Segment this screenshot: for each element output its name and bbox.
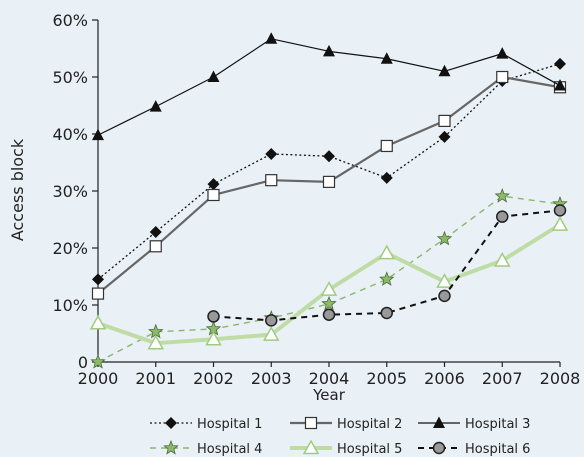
legend-label-hospital-2: Hospital 2 — [337, 417, 402, 432]
data-point-hospital-5 — [493, 252, 511, 267]
data-point-hospital-2 — [265, 174, 278, 187]
series-line-hospital-4 — [97, 195, 561, 363]
data-point-hospital-1 — [438, 130, 451, 143]
data-point-hospital-2 — [380, 139, 393, 153]
data-point-hospital-3 — [496, 47, 509, 59]
legend-marker-hospital-6 — [432, 441, 446, 455]
y-tick-label: 20% — [52, 239, 88, 258]
data-point-hospital-2 — [438, 114, 451, 127]
x-tick-label: 2003 — [251, 369, 292, 388]
data-point-hospital-6 — [265, 314, 278, 327]
data-point-hospital-2 — [149, 240, 162, 253]
data-point-hospital-6 — [553, 204, 567, 217]
data-point-hospital-2 — [322, 175, 336, 188]
series-hospital-3 — [92, 32, 566, 141]
data-point-hospital-4 — [379, 271, 395, 286]
data-point-hospital-2 — [91, 287, 105, 300]
axes: 0 10% 20% 30% 40% 50% 60% 2000 2001 2002 2003 2004 2… — [52, 11, 580, 388]
data-point-hospital-5 — [147, 334, 165, 350]
y-tick-label: 0 — [78, 353, 88, 372]
data-point-hospital-3 — [265, 32, 278, 44]
y-tick-label: 40% — [52, 125, 88, 144]
x-axis-label: Year — [312, 386, 346, 404]
data-point-hospital-5 — [262, 326, 280, 341]
data-point-hospital-3 — [438, 64, 451, 77]
series-hospital-5 — [89, 216, 569, 350]
data-point-hospital-6 — [438, 289, 451, 303]
data-point-hospital-5 — [436, 273, 453, 288]
series-hospital-1 — [92, 57, 566, 286]
legend-marker-hospital-3 — [433, 416, 445, 428]
data-point-hospital-3 — [323, 44, 335, 57]
data-point-hospital-2 — [207, 188, 220, 202]
series-layer — [89, 32, 569, 369]
legend-label-hospital-5: Hospital 5 — [337, 442, 402, 457]
y-tick-label: 30% — [52, 182, 88, 201]
x-tick-label: 2006 — [424, 369, 465, 388]
data-point-hospital-4 — [436, 230, 453, 246]
data-point-hospital-5 — [378, 244, 396, 260]
data-point-hospital-4 — [321, 295, 337, 311]
x-tick-label: 2001 — [135, 369, 176, 388]
data-point-hospital-1 — [207, 178, 220, 191]
data-point-hospital-2 — [496, 70, 509, 84]
data-point-hospital-1 — [92, 273, 104, 286]
series-hospital-6 — [207, 204, 567, 327]
legend-label-hospital-4: Hospital 4 — [197, 442, 262, 457]
series-line-hospital-1 — [97, 63, 561, 280]
y-tick-label: 10% — [52, 296, 88, 315]
legend-label-hospital-3: Hospital 3 — [465, 417, 530, 432]
data-point-hospital-5 — [320, 281, 338, 296]
y-axis-label: Access block — [8, 138, 27, 241]
data-point-hospital-6 — [496, 210, 509, 223]
data-point-hospital-6 — [207, 310, 220, 323]
data-point-hospital-4 — [90, 353, 106, 369]
data-point-hospital-3 — [554, 79, 566, 91]
data-point-hospital-5 — [551, 216, 569, 231]
data-point-hospital-3 — [149, 100, 162, 112]
data-point-hospital-4 — [494, 187, 510, 203]
legend-label-hospital-6: Hospital 6 — [465, 442, 530, 457]
legend-marker-hospital-4 — [163, 439, 179, 455]
data-point-hospital-3 — [92, 128, 104, 141]
x-tick-label: 2000 — [78, 369, 119, 388]
x-tick-label: 2005 — [366, 369, 407, 388]
legend-label-hospital-1: Hospital 1 — [197, 417, 262, 432]
data-point-hospital-5 — [89, 314, 107, 330]
data-point-hospital-5 — [205, 330, 222, 346]
x-tick-label: 2008 — [540, 369, 581, 388]
y-tick-label: 50% — [52, 68, 88, 87]
legend-marker-hospital-1 — [165, 417, 177, 429]
y-tick-label: 60% — [52, 11, 88, 30]
data-point-hospital-1 — [149, 226, 162, 239]
data-point-hospital-1 — [554, 57, 566, 70]
data-point-hospital-1 — [265, 147, 278, 160]
data-point-hospital-3 — [207, 70, 220, 82]
x-tick-label: 2007 — [482, 369, 523, 388]
legend-marker-hospital-5 — [302, 439, 320, 455]
data-point-hospital-6 — [322, 308, 336, 321]
legend: Hospital 1 Hospital 2 Hospital 3 Hospital 4… — [150, 416, 530, 457]
data-point-hospital-3 — [380, 52, 393, 64]
data-point-hospital-1 — [380, 171, 393, 184]
data-point-hospital-6 — [380, 306, 393, 320]
legend-marker-hospital-2 — [304, 416, 318, 430]
x-tick-label: 2002 — [193, 369, 234, 388]
data-point-hospital-1 — [323, 150, 335, 163]
x-tick-label: 2004 — [309, 369, 350, 388]
